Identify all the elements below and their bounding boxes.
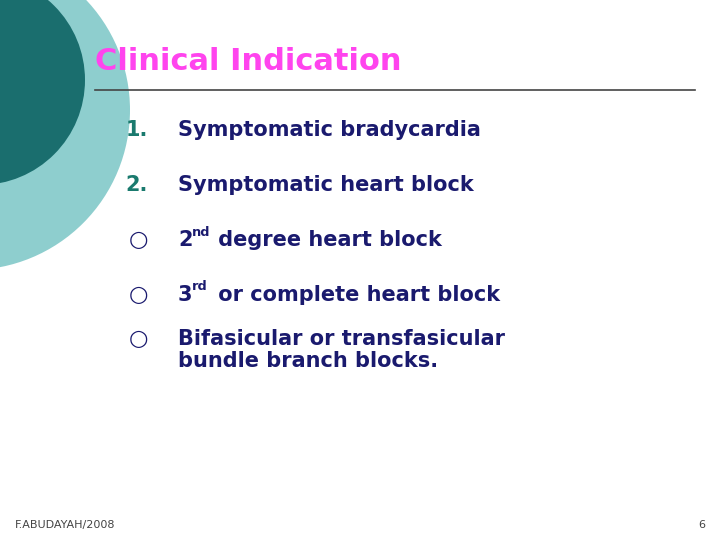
Text: or complete heart block: or complete heart block <box>211 285 500 305</box>
Text: Symptomatic heart block: Symptomatic heart block <box>178 175 474 195</box>
Text: ○: ○ <box>129 285 148 305</box>
Text: 2: 2 <box>178 230 192 250</box>
Text: Symptomatic bradycardia: Symptomatic bradycardia <box>178 120 481 140</box>
Text: Clinical Indication: Clinical Indication <box>95 48 402 77</box>
Text: bundle branch blocks.: bundle branch blocks. <box>178 351 438 371</box>
Circle shape <box>0 0 130 270</box>
Text: F.ABUDAYAH/2008: F.ABUDAYAH/2008 <box>15 520 115 530</box>
Text: Bifasicular or transfasicular: Bifasicular or transfasicular <box>178 329 505 349</box>
Text: ○: ○ <box>129 230 148 250</box>
Text: rd: rd <box>192 280 208 294</box>
Text: ○: ○ <box>129 329 148 349</box>
Text: degree heart block: degree heart block <box>211 230 442 250</box>
Text: nd: nd <box>192 226 210 239</box>
Text: 1.: 1. <box>125 120 148 140</box>
Text: 3: 3 <box>178 285 192 305</box>
Circle shape <box>0 0 85 185</box>
Text: 6: 6 <box>698 520 705 530</box>
Text: 2.: 2. <box>125 175 148 195</box>
